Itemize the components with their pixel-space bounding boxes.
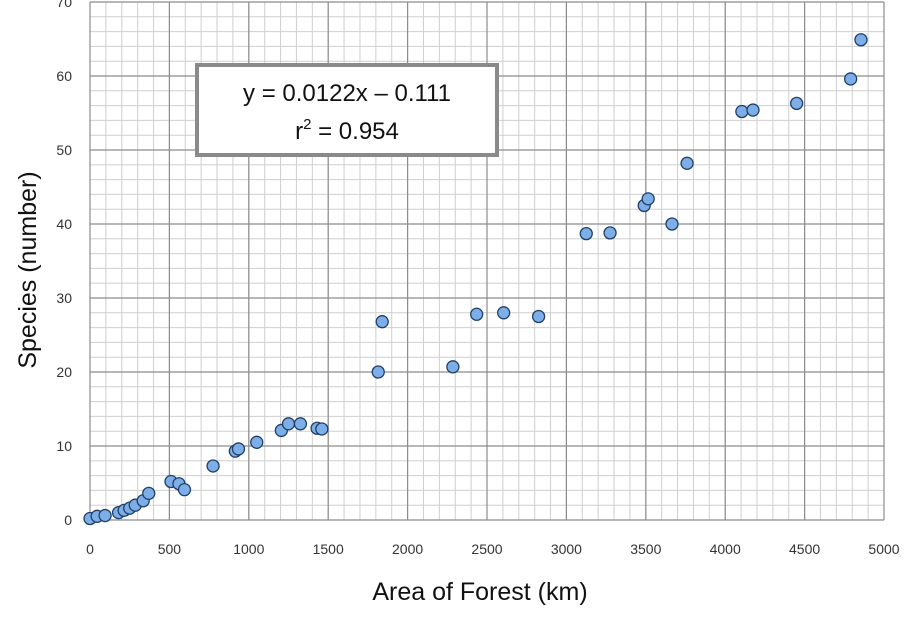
x-tick-label: 3000 — [551, 541, 582, 557]
r-squared-value: r2 = 0.954 — [295, 116, 399, 145]
data-point — [281, 417, 296, 431]
x-tick-label: 500 — [158, 541, 182, 557]
data-point — [177, 483, 192, 497]
y-tick-label: 0 — [64, 512, 72, 528]
y-tick-label: 30 — [56, 290, 72, 306]
x-tick-label: 4000 — [710, 541, 741, 557]
data-point — [641, 192, 655, 206]
data-point — [375, 315, 389, 329]
x-axis-title: Area of Forest (km) — [372, 578, 587, 606]
data-point — [746, 103, 760, 117]
x-tick-label: 2000 — [392, 541, 423, 557]
data-point — [371, 365, 385, 379]
data-point — [293, 417, 308, 431]
r-squared-exponent: 2 — [303, 116, 311, 133]
y-axis-tick-labels: 0 10 20 30 40 50 60 70 — [56, 0, 72, 528]
data-point — [497, 306, 511, 320]
major-grid — [89, 1, 885, 521]
y-tick-label: 10 — [56, 438, 72, 454]
r-squared-number: = 0.954 — [311, 118, 398, 145]
regression-annotation-box: y = 0.0122x – 0.111 r2 = 0.954 — [195, 63, 499, 157]
x-tick-label: 1000 — [233, 541, 264, 557]
x-axis-tick-labels: 0 500 1000 1500 2000 2500 3000 3500 4000 4500 5000 — [86, 541, 900, 557]
y-tick-label: 70 — [56, 0, 72, 10]
data-point — [98, 508, 112, 523]
data-point — [603, 226, 617, 240]
data-point — [250, 435, 264, 449]
data-point — [206, 459, 220, 473]
x-tick-label: 3500 — [630, 541, 661, 557]
y-tick-label: 60 — [56, 68, 72, 84]
data-point — [470, 307, 484, 321]
r-squared-prefix: r — [295, 118, 303, 145]
y-tick-label: 50 — [56, 142, 72, 158]
data-point — [680, 156, 694, 170]
data-point — [844, 72, 858, 86]
data-point — [790, 96, 804, 111]
data-point — [531, 309, 546, 324]
data-point — [315, 422, 329, 436]
data-point — [579, 226, 593, 241]
data-point — [665, 217, 679, 231]
regression-equation: y = 0.0122x – 0.111 — [243, 80, 451, 107]
data-point — [735, 104, 749, 119]
data-point — [446, 360, 460, 374]
x-tick-label: 4500 — [789, 541, 820, 557]
x-tick-label: 2500 — [471, 541, 502, 557]
x-tick-label: 1500 — [313, 541, 344, 557]
x-tick-label: 5000 — [868, 541, 899, 557]
y-tick-label: 20 — [56, 364, 72, 380]
annotation-frame — [195, 63, 499, 157]
data-point — [854, 33, 868, 47]
y-axis-title: Species (number) — [14, 171, 42, 368]
x-tick-label: 0 — [86, 541, 94, 557]
y-tick-label: 40 — [56, 216, 72, 232]
data-points — [83, 33, 868, 526]
data-point — [231, 442, 246, 456]
data-point — [142, 486, 156, 501]
